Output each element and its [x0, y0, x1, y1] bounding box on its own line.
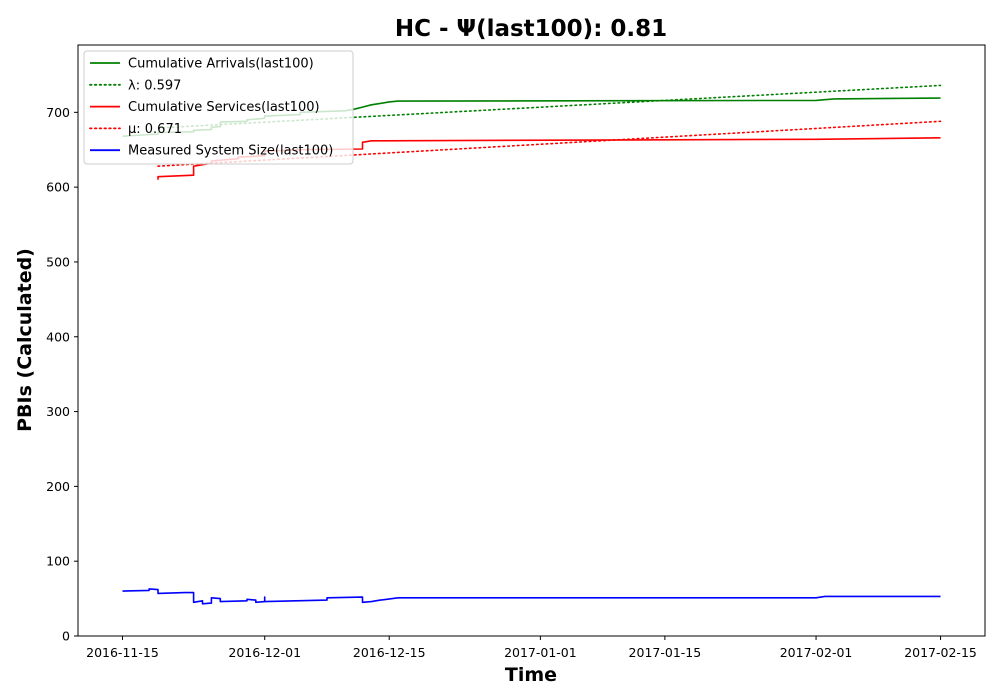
y-tick-label: 0 [62, 629, 70, 644]
plot-frame [77, 44, 986, 637]
x-tick-label: 2016-11-15 [86, 645, 159, 660]
y-tick-label: 300 [46, 404, 70, 419]
x-axis-title: Time [505, 664, 557, 686]
x-tick-label: 2017-02-01 [780, 645, 853, 660]
y-tick-label: 500 [46, 254, 70, 269]
x-tick-label: 2017-01-01 [504, 645, 577, 660]
y-tick-label: 400 [46, 329, 70, 344]
legend-label: Cumulative Services(last100) [128, 100, 320, 115]
x-tick-label: 2016-12-01 [228, 645, 301, 660]
legend: Cumulative Arrivals(last100) λ: 0.597 Cumu… [83, 50, 354, 165]
y-tick-label: 200 [46, 479, 70, 494]
x-tick-label: 2017-02-15 [904, 645, 977, 660]
y-tick-label: 100 [46, 554, 70, 569]
x-tick-label: 2016-12-15 [353, 645, 426, 660]
legend-label: Cumulative Arrivals(last100) [128, 57, 314, 72]
y-axis-title: PBIs (Calculated) [14, 248, 36, 432]
x-tick-label: 2017-01-15 [629, 645, 702, 660]
chart-title: HC - Ψ(last100): 0.81 [395, 16, 667, 42]
legend-box [83, 50, 354, 165]
legend-label: Measured System Size(last100) [128, 144, 333, 159]
y-tick-label: 700 [46, 105, 70, 120]
y-axis: 0 100 200 300 400 500 600 700 [46, 105, 78, 644]
series-line-5 [122, 588, 941, 605]
legend-label: λ: 0.597 [128, 78, 181, 93]
x-axis: 2016-11-15 2016-12-01 2016-12-15 2017-01-01… [86, 636, 977, 660]
y-tick-label: 600 [46, 180, 70, 195]
legend-label: μ: 0.671 [128, 122, 182, 137]
